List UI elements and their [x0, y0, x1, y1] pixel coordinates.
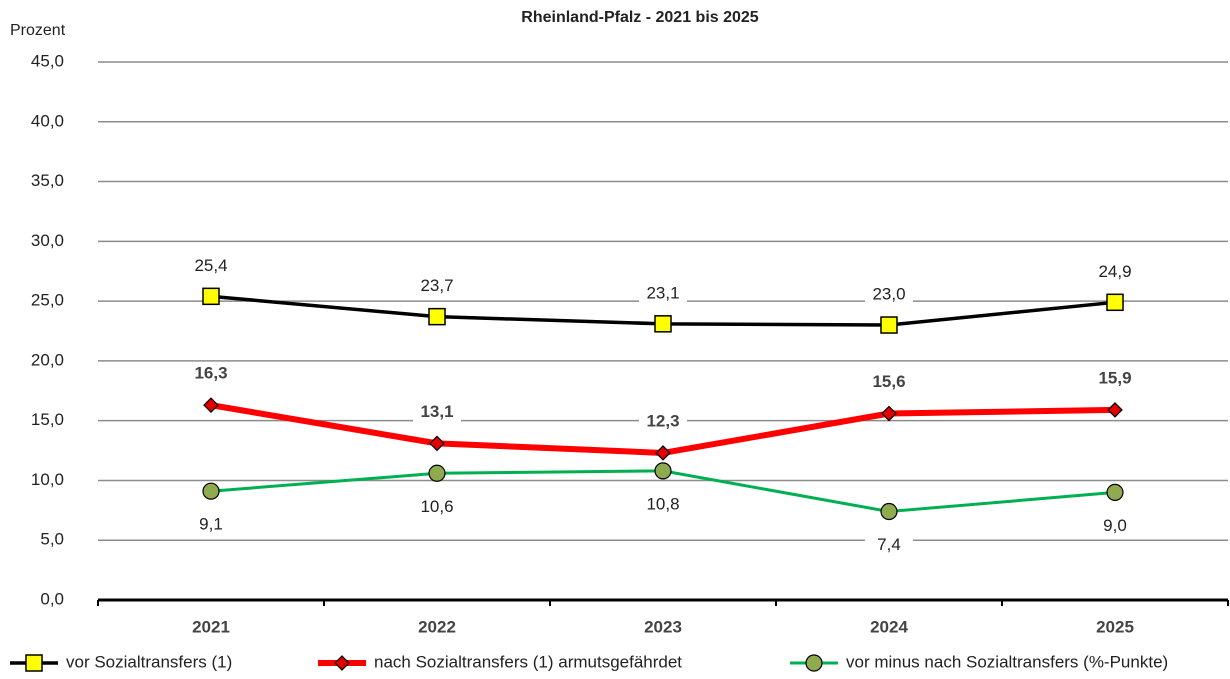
- chart-title: Rheinland-Pfalz - 2021 bis 2025: [521, 9, 759, 26]
- y-tick-label: 15,0: [31, 410, 64, 429]
- data-label-bg: [1091, 366, 1139, 391]
- y-tick-label: 25,0: [31, 291, 64, 310]
- data-point: [655, 445, 671, 461]
- data-label: 24,9: [1098, 262, 1131, 281]
- data-point: [881, 405, 897, 422]
- data-label-bg: [639, 409, 687, 434]
- data-label: 10,8: [646, 494, 679, 513]
- data-point: [1107, 402, 1123, 418]
- y-tick-label: 10,0: [31, 470, 64, 489]
- data-label: 15,9: [1098, 368, 1131, 387]
- data-label-bg: [865, 370, 913, 395]
- data-label: 16,3: [194, 364, 227, 383]
- legend-label: vor Sozialtransfers (1): [66, 652, 232, 671]
- data-label-bg: [187, 513, 235, 538]
- data-label: 10,6: [420, 497, 453, 516]
- y-tick-label: 5,0: [40, 530, 64, 549]
- data-label: 12,3: [646, 411, 679, 430]
- legend-label: nach Sozialtransfers (1) armutsgefährdet: [374, 652, 682, 671]
- x-tick-label: 2021: [192, 617, 230, 636]
- y-tick-label: 45,0: [31, 51, 64, 70]
- data-label: 23,7: [420, 276, 453, 295]
- data-label: 15,6: [872, 372, 905, 391]
- data-point: [654, 462, 672, 480]
- y-tick-label: 35,0: [31, 171, 64, 190]
- legend-marker: [25, 654, 43, 672]
- data-label-bg: [187, 254, 235, 279]
- data-label-bg: [1091, 514, 1139, 539]
- data-label-bg: [187, 362, 235, 387]
- data-point: [1106, 293, 1124, 312]
- data-label: 13,1: [420, 402, 453, 421]
- data-point: [428, 464, 446, 482]
- data-point: [654, 315, 672, 333]
- data-point: [428, 307, 446, 326]
- data-label-bg: [413, 274, 461, 299]
- data-point: [202, 287, 220, 306]
- x-tick-label: 2025: [1096, 617, 1134, 636]
- y-tick-label: 40,0: [31, 111, 64, 130]
- y-tick-label: 20,0: [31, 350, 64, 369]
- data-label-bg: [639, 281, 687, 306]
- data-point: [202, 482, 220, 500]
- legend-label: vor minus nach Sozialtransfers (%-Punkte…: [846, 652, 1168, 671]
- data-label-bg: [865, 283, 913, 308]
- data-label: 9,0: [1103, 516, 1127, 535]
- data-label-bg: [865, 533, 913, 558]
- data-point: [880, 316, 898, 334]
- data-label-bg: [639, 492, 687, 517]
- legend-marker: [805, 654, 823, 672]
- data-point: [429, 435, 445, 452]
- x-tick-label: 2024: [870, 617, 908, 636]
- x-tick-label: 2023: [644, 617, 682, 636]
- y-tick-label: 0,0: [40, 589, 64, 608]
- data-label: 23,1: [646, 283, 679, 302]
- data-label: 9,1: [199, 515, 223, 534]
- data-point: [1106, 483, 1124, 501]
- data-label-bg: [413, 400, 461, 425]
- data-label: 23,0: [872, 285, 905, 304]
- data-point: [203, 397, 219, 413]
- data-label: 7,4: [877, 535, 901, 554]
- data-label-bg: [1091, 260, 1139, 285]
- data-point: [880, 502, 898, 521]
- data-label: 25,4: [194, 256, 227, 275]
- data-label-bg: [413, 495, 461, 520]
- legend-marker: [334, 655, 350, 671]
- x-tick-label: 2022: [418, 617, 456, 636]
- y-axis-label: Prozent: [10, 22, 66, 39]
- y-tick-label: 30,0: [31, 231, 64, 250]
